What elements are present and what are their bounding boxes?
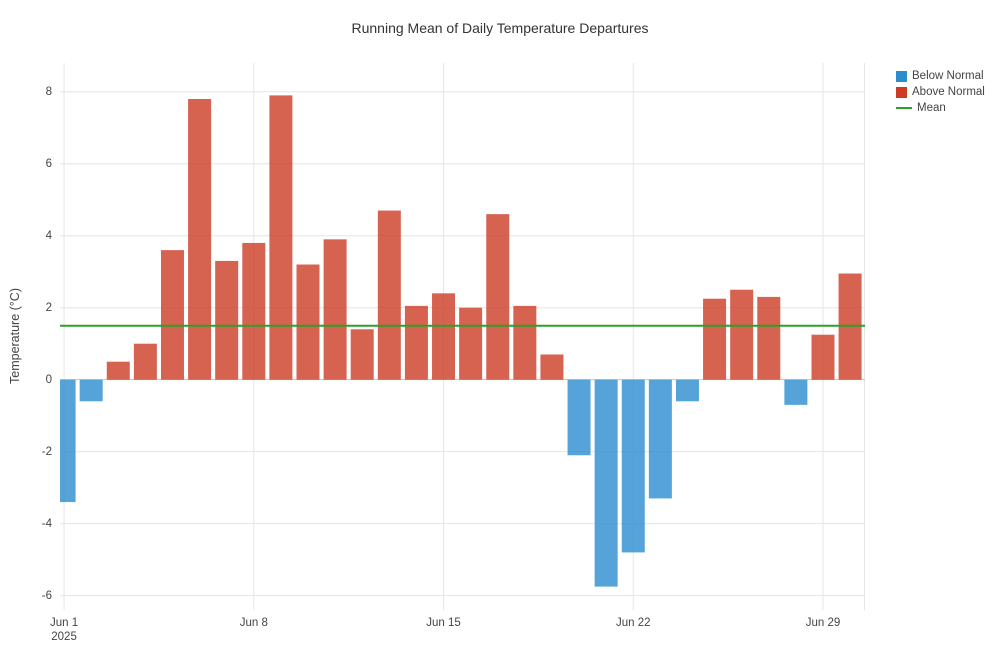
y-tick-label: 2 — [45, 301, 52, 314]
legend-item-above-normal[interactable]: Above Normal — [896, 86, 985, 98]
bar-jun-6[interactable] — [188, 98, 212, 380]
legend-item-mean[interactable]: Mean — [896, 102, 985, 114]
legend-item-below-normal[interactable]: Below Normal — [896, 70, 985, 82]
bar-jun-26[interactable] — [730, 289, 754, 380]
bar-jun-8[interactable] — [242, 242, 266, 380]
bar-jun-29[interactable] — [811, 334, 835, 380]
bar-jun-13[interactable] — [377, 210, 401, 380]
bar-jun-10[interactable] — [296, 264, 320, 380]
legend-label-above-normal: Above Normal — [912, 86, 985, 98]
plot-area — [52, 63, 865, 610]
bar-jun-17[interactable] — [486, 214, 510, 380]
plot-canvas — [52, 63, 865, 610]
bar-jun-11[interactable] — [323, 239, 347, 380]
bar-jun-20[interactable] — [567, 379, 591, 456]
bar-jun-25[interactable] — [703, 298, 727, 380]
legend-label-below-normal: Below Normal — [912, 70, 984, 82]
y-tick-label: 4 — [45, 229, 52, 242]
bar-jun-18[interactable] — [513, 305, 537, 380]
x-tick-label: Jun 29 — [805, 617, 841, 629]
bar-jun-23[interactable] — [648, 379, 672, 499]
legend-label-mean: Mean — [917, 102, 946, 114]
bar-jun-21[interactable] — [594, 379, 618, 587]
bar-jun-16[interactable] — [459, 307, 483, 380]
bar-jun-3[interactable] — [106, 361, 130, 380]
bar-jun-27[interactable] — [757, 296, 781, 380]
chart-title: Running Mean of Daily Temperature Depart… — [351, 20, 649, 36]
y-tick-label: -6 — [41, 589, 52, 602]
bar-jun-4[interactable] — [133, 343, 157, 380]
bar-jun-5[interactable] — [160, 250, 184, 380]
bar-jun-1[interactable] — [52, 379, 76, 503]
bar-jun-28[interactable] — [784, 379, 808, 405]
bar-jun-12[interactable] — [350, 329, 374, 380]
bar-jun-9[interactable] — [269, 95, 293, 380]
legend: Below Normal Above Normal Mean — [896, 70, 985, 118]
y-tick-label: 8 — [45, 85, 52, 98]
bar-jun-7[interactable] — [215, 260, 239, 380]
bar-jun-24[interactable] — [675, 379, 699, 402]
bar-jun-22[interactable] — [621, 379, 645, 553]
y-tick-label: 0 — [45, 373, 52, 386]
x-tick-label: Jun 1 2025 — [49, 617, 79, 643]
x-tick-label: Jun 8 — [239, 617, 268, 629]
y-tick-label: 6 — [45, 157, 52, 170]
x-tick-label: Jun 22 — [615, 617, 651, 629]
y-tick-label: -4 — [41, 517, 52, 530]
bar-jun-14[interactable] — [404, 305, 428, 380]
above-normal-swatch — [896, 86, 907, 98]
y-tick-label: -2 — [41, 445, 52, 458]
bar-jun-2[interactable] — [79, 379, 103, 402]
below-normal-swatch — [896, 70, 907, 82]
x-tick-label: Jun 15 — [426, 617, 461, 629]
bar-jun-15[interactable] — [432, 293, 456, 380]
bar-jun-19[interactable] — [540, 354, 564, 380]
mean-line-swatch — [896, 107, 912, 109]
